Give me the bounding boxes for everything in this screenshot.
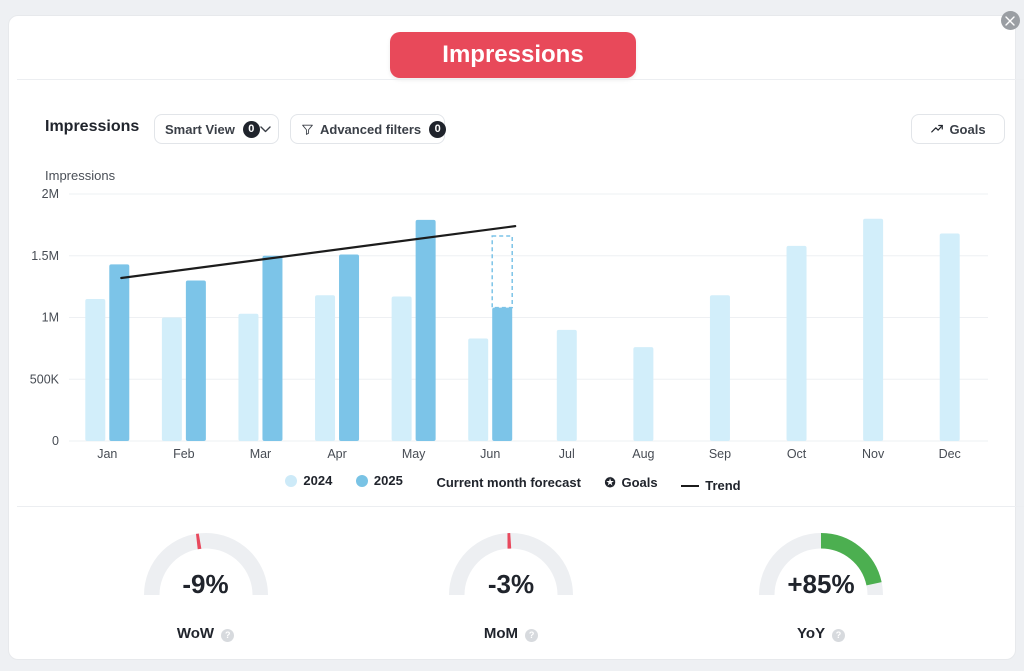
svg-text:1M: 1M [42,311,59,325]
svg-text:Sep: Sep [709,447,731,461]
svg-text:Apr: Apr [327,447,346,461]
svg-text:Feb: Feb [173,447,195,461]
svg-text:Aug: Aug [632,447,654,461]
svg-text:Oct: Oct [787,447,807,461]
svg-text:May: May [402,447,426,461]
svg-text:Nov: Nov [862,447,885,461]
svg-text:0: 0 [52,434,59,448]
svg-text:500K: 500K [30,372,60,386]
svg-text:Jan: Jan [97,447,117,461]
svg-text:Mar: Mar [250,447,272,461]
svg-text:Jul: Jul [559,447,575,461]
svg-text:Jun: Jun [480,447,500,461]
svg-text:1.5M: 1.5M [31,249,59,263]
svg-text:Dec: Dec [939,447,961,461]
svg-text:2M: 2M [42,187,59,201]
